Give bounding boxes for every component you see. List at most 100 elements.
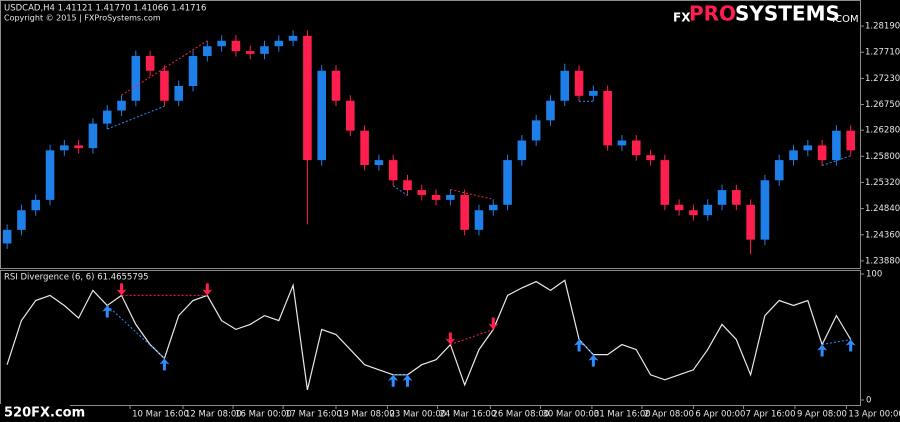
x-tick-label: 10 Mar 16:00 (132, 410, 189, 420)
candle-body (746, 204, 755, 240)
candle-body (846, 130, 855, 151)
candle-body (517, 140, 527, 161)
watermark-bg (0, 404, 70, 422)
logo-suffix: .COM (832, 14, 859, 25)
candle-body (732, 190, 741, 205)
x-tick-label: 23 Mar 00:00 (389, 410, 446, 420)
candle-body (703, 204, 713, 216)
y-tick-label: 1.25800 (865, 152, 900, 162)
bullish-arrow (574, 339, 585, 352)
candle-body (360, 130, 369, 166)
candle-body (417, 190, 427, 195)
x-tick-label: 2 Apr 08:00 (644, 410, 694, 420)
candle-body (288, 35, 298, 41)
candle-body (832, 130, 841, 161)
rsi-divergence (822, 339, 851, 346)
candle-body (674, 204, 684, 211)
price-divergence (121, 40, 208, 96)
indicator-label: RSI Divergence (6, 6) 61.4655795 (4, 273, 149, 283)
x-tick-label: 16 Mar 00:00 (235, 410, 292, 420)
candle-body (245, 51, 255, 54)
candle-body (331, 70, 341, 101)
candle-body (574, 70, 584, 96)
candle-body (631, 140, 641, 156)
x-tick-label: 26 Mar 08:00 (492, 410, 549, 420)
candle-body (488, 204, 498, 211)
y-tick-label: 1.27230 (865, 74, 900, 84)
x-tick-label: 30 Mar 00:00 (542, 410, 599, 420)
candle-body (60, 145, 69, 151)
price-divergence (821, 155, 851, 167)
candle-body (388, 160, 398, 181)
x-tick-label: 7 Apr 16:00 (745, 410, 795, 420)
candle-body (160, 70, 169, 101)
candle-body (102, 110, 112, 124)
bearish-arrow (445, 332, 456, 345)
candle-body (31, 199, 41, 211)
price-divergence (450, 189, 494, 200)
watermark: 520FX.com (4, 406, 85, 421)
candle-body (88, 123, 98, 149)
candle-body (560, 70, 570, 101)
bullish-arrow (588, 354, 599, 367)
y-tick-label: 1.26750 (865, 100, 900, 110)
price-divergence (392, 185, 408, 196)
candle-body (145, 56, 155, 71)
y-tick-label: 1.24840 (865, 204, 900, 214)
candle-body (431, 194, 441, 200)
y-tick-label: 1.25320 (865, 178, 900, 188)
x-tick-label: 31 Mar 16:00 (594, 410, 651, 420)
rsi-divergence (106, 305, 165, 359)
candle-body (646, 155, 655, 161)
candle-body (317, 70, 326, 161)
y-tick-label: 1.27710 (865, 48, 900, 58)
candle-body (789, 150, 798, 161)
bearish-arrow (116, 283, 127, 296)
x-tick-label: 9 Apr 08:00 (797, 410, 847, 420)
symbol-info: USDCAD,H4 1.41121 1.41770 1.41066 1.4171… (4, 4, 206, 14)
rsi-tick-label: 100 (866, 270, 882, 280)
candle-body (460, 194, 469, 230)
y-tick-label: 1.23880 (865, 256, 900, 266)
candle-body (546, 100, 555, 121)
y-tick-label: 1.24360 (865, 230, 900, 240)
logo-prefix: FX (673, 11, 691, 25)
rsi-divergence (578, 339, 594, 355)
bullish-arrow (388, 374, 399, 387)
candle-body (74, 145, 83, 149)
candle-body (2, 229, 12, 244)
candle-body (589, 90, 598, 96)
candle-body (774, 160, 784, 181)
candle-body (274, 40, 284, 47)
candle-body (617, 140, 627, 146)
bullish-arrow (102, 305, 113, 318)
candle-body (660, 160, 670, 205)
candle-body (760, 180, 770, 240)
y-tick-label: 1.26280 (865, 126, 900, 136)
candle-body (188, 56, 198, 87)
logo-main: SYSTEMS (735, 2, 840, 26)
x-tick-label: 24 Mar 16:00 (440, 410, 497, 420)
candle-body (474, 210, 484, 230)
candle-body (17, 210, 26, 230)
x-tick-label: 17 Mar 16:00 (285, 410, 342, 420)
candle-body (817, 145, 827, 161)
candle-body (603, 90, 612, 146)
candle-body (503, 160, 512, 205)
rsi-divergence (450, 328, 494, 346)
candle-body (717, 190, 727, 205)
plot: 1.28190 1.27710 1.27230 1.26750 1.26280 1.258… (2, 22, 900, 420)
copyright: Copyright © 2015 | FXProSystems.com (4, 14, 161, 23)
x-tick-label: 12 Mar 08:00 (185, 410, 242, 420)
candle-body (374, 160, 384, 166)
bullish-arrow (402, 374, 413, 387)
candle-body (45, 150, 55, 200)
rsi-tick-label: 0 (866, 396, 871, 406)
rsi-line (6, 279, 852, 391)
candle-body (217, 40, 226, 47)
candle-body (689, 210, 698, 216)
candle-body (231, 40, 241, 52)
candle-body (346, 100, 355, 131)
candle-body (117, 100, 126, 111)
